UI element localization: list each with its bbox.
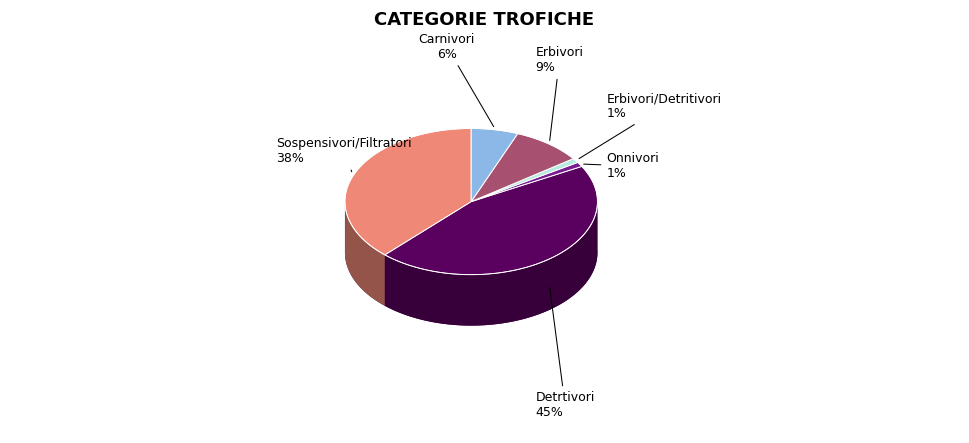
Text: Erbivori
9%: Erbivori 9% (536, 46, 583, 140)
Polygon shape (385, 167, 598, 275)
Polygon shape (471, 128, 517, 202)
Polygon shape (345, 128, 471, 255)
Text: Erbivori/Detritivori
1%: Erbivori/Detritivori 1% (579, 92, 722, 159)
Text: Sospensivori/Filtratori
38%: Sospensivori/Filtratori 38% (276, 136, 412, 172)
Text: Carnivori
6%: Carnivori 6% (419, 32, 493, 127)
Polygon shape (471, 159, 578, 202)
Polygon shape (345, 202, 598, 326)
Polygon shape (345, 198, 385, 306)
Text: CATEGORIE TROFICHE: CATEGORIE TROFICHE (374, 11, 595, 29)
Text: Onnivori
1%: Onnivori 1% (583, 152, 659, 180)
Polygon shape (385, 198, 598, 326)
Polygon shape (471, 134, 574, 202)
Text: Detrtivori
45%: Detrtivori 45% (536, 288, 595, 420)
Polygon shape (471, 163, 581, 202)
